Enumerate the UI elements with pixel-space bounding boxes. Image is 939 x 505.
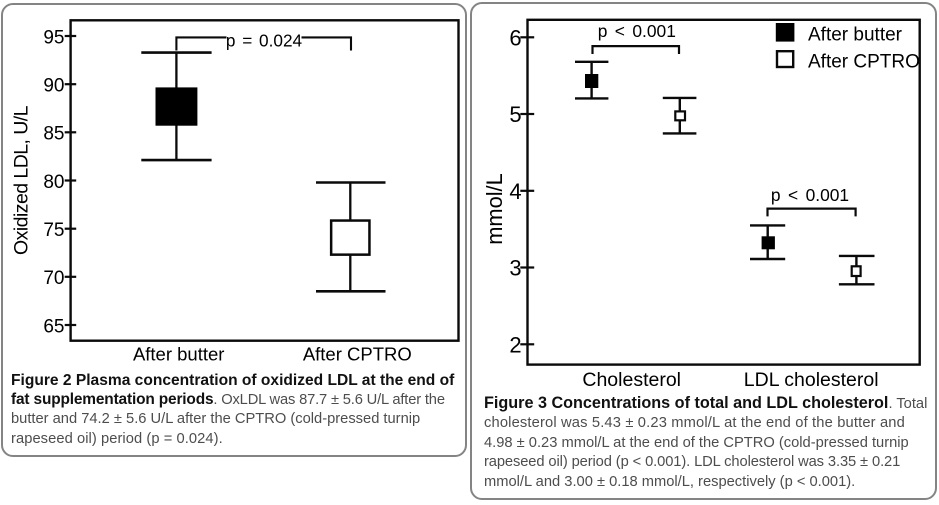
svg-text:p < 0.001: p < 0.001 [771,185,849,205]
svg-text:After butter: After butter [808,25,903,46]
svg-text:5: 5 [509,102,521,127]
svg-text:6: 6 [509,25,521,50]
svg-text:65: 65 [43,316,64,337]
svg-text:p < 0.001: p < 0.001 [598,21,676,41]
svg-text:2: 2 [509,332,521,357]
svg-text:95: 95 [43,27,64,48]
svg-text:3: 3 [509,256,521,281]
svg-text:75: 75 [43,220,64,241]
svg-text:4: 4 [509,179,521,204]
svg-text:80: 80 [43,172,64,193]
svg-text:After butter: After butter [133,343,225,364]
svg-text:85: 85 [43,124,64,145]
svg-text:90: 90 [43,76,64,97]
svg-text:Cholesterol: Cholesterol [582,369,681,391]
svg-text:p = 0.024: p = 0.024 [226,31,303,51]
svg-text:70: 70 [43,268,64,289]
svg-text:After CPTRO: After CPTRO [808,51,920,72]
svg-text:After CPTRO: After CPTRO [303,343,412,364]
svg-text:LDL cholesterol: LDL cholesterol [744,369,879,391]
svg-text:Oxidized LDL, U/L: Oxidized LDL, U/L [11,105,33,255]
svg-text:mmol/L: mmol/L [482,173,507,244]
